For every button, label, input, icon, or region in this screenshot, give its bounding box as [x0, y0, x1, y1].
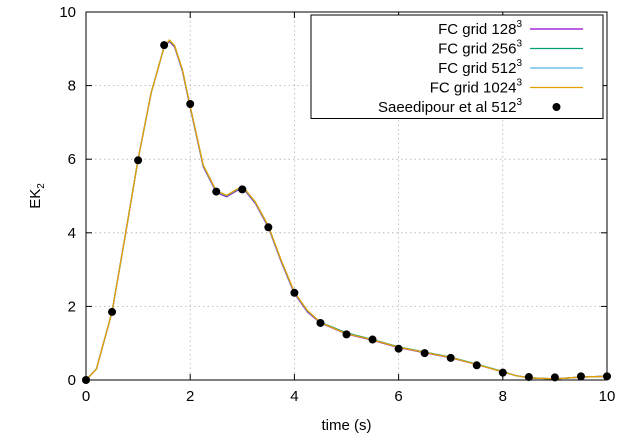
legend-label-text: FC grid 128 [438, 21, 516, 38]
y-axis-label-subscript: 2 [36, 183, 47, 189]
y-axis-label: EK2 [27, 183, 47, 209]
data-point [420, 349, 429, 358]
x-tick-label: 10 [599, 388, 616, 405]
y-axis-label-base: EK [27, 189, 44, 209]
y-tick-label: 4 [68, 225, 76, 242]
legend-label-superscript: 3 [516, 97, 522, 108]
legend-label: FC grid 5123 [438, 58, 522, 77]
data-point [446, 353, 455, 362]
x-axis-label: time (s) [322, 417, 372, 434]
legend-label: Saeedipour et al 5123 [378, 97, 522, 116]
data-point [342, 330, 351, 339]
data-point [472, 361, 481, 370]
y-tick-label: 0 [68, 372, 76, 389]
legend-label-superscript: 3 [516, 19, 522, 30]
x-tick-label: 8 [499, 388, 507, 405]
data-point [368, 335, 377, 344]
y-tick-label: 8 [68, 78, 76, 95]
x-tick-label: 4 [290, 388, 298, 405]
legend-label-superscript: 3 [516, 39, 522, 50]
x-tick-label: 2 [186, 388, 194, 405]
legend-label-text: FC grid 1024 [430, 80, 517, 97]
legend-label: FC grid 10243 [430, 78, 523, 97]
x-tick-label: 0 [82, 388, 90, 405]
data-point [524, 373, 533, 382]
data-point [134, 156, 143, 165]
data-point [212, 187, 221, 196]
data-point [550, 373, 559, 382]
series-line-3 [85, 39, 608, 381]
data-point [316, 318, 325, 327]
y-tick-label: 2 [68, 298, 76, 315]
plot-frame [85, 11, 608, 381]
grid [86, 12, 607, 380]
data-point [108, 307, 117, 316]
x-tick-label: 6 [394, 388, 402, 405]
data-point [498, 368, 507, 377]
series-layer [82, 39, 611, 384]
data-point [186, 100, 195, 108]
tick-labels: 0 2 4 6 8 10 0 2 4 6 8 10 [59, 4, 615, 405]
y-tick-label: 10 [59, 4, 76, 21]
data-point [264, 223, 273, 232]
legend-label-text: FC grid 256 [438, 41, 516, 58]
legend-label-text: FC grid 512 [438, 60, 516, 77]
data-point [576, 372, 585, 381]
legend-label-superscript: 3 [516, 58, 522, 69]
legend-label-text: Saeedipour et al 512 [378, 99, 516, 116]
data-point [394, 344, 403, 353]
legend-sample-point [552, 103, 561, 111]
legend-label: FC grid 2563 [438, 39, 522, 58]
legend-box [310, 14, 604, 119]
data-point [290, 288, 299, 297]
data-point [160, 41, 169, 50]
data-point [238, 185, 247, 194]
y-tick-label: 6 [68, 151, 76, 168]
legend-label: FC grid 1283 [438, 19, 522, 38]
legend-label-superscript: 3 [516, 78, 522, 89]
